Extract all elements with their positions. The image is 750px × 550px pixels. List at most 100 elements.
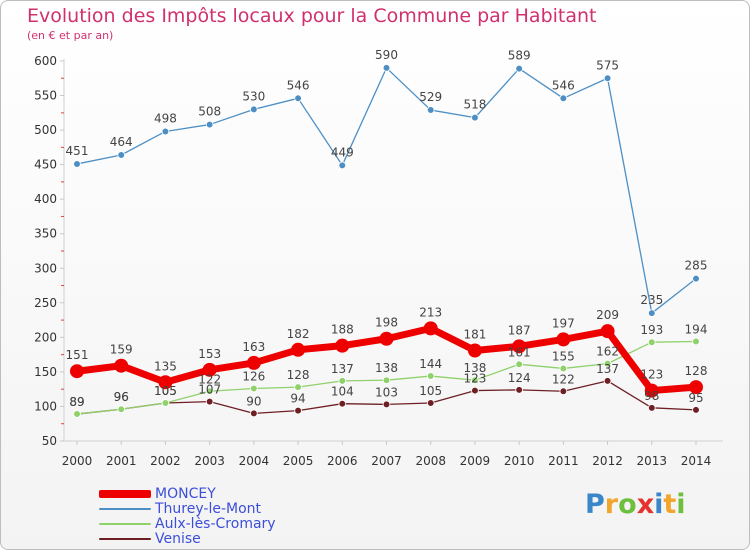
data-point-venise <box>692 406 700 414</box>
data-point-aulx-l-s-cromary <box>471 376 479 385</box>
data-point-moncey <box>70 364 84 379</box>
data-label-moncey: 188 <box>331 323 354 337</box>
data-label-venise: 103 <box>375 385 398 399</box>
data-point-aulx-l-s-cromary <box>117 405 126 414</box>
data-label-aulx-l-s-cromary: 161 <box>508 345 531 359</box>
x-tick-label: 2006 <box>327 454 358 468</box>
data-label-thurey-le-mont: 285 <box>685 259 708 273</box>
series-line-thurey-le-mont <box>76 67 697 314</box>
data-label-aulx-l-s-cromary: 105 <box>154 384 177 398</box>
data-label-venise: 96 <box>114 390 129 404</box>
data-point-thurey-le-mont <box>471 113 479 122</box>
logo-letter: t <box>663 489 677 520</box>
data-point-aulx-l-s-cromary <box>647 338 656 347</box>
data-point-aulx-l-s-cromary <box>426 372 435 380</box>
data-label-moncey: 182 <box>287 327 310 341</box>
logo-letter: i <box>654 489 664 520</box>
data-point-thurey-le-mont <box>382 64 391 72</box>
y-tick-label: 500 <box>34 123 57 137</box>
data-point-venise <box>471 386 479 395</box>
data-label-aulx-l-s-cromary: 137 <box>331 362 354 376</box>
data-label-thurey-le-mont: 546 <box>552 78 575 92</box>
data-point-moncey <box>644 383 659 398</box>
legend-swatch-aulx-les-cromary <box>99 523 151 525</box>
data-point-venise <box>559 387 568 396</box>
data-point-thurey-le-mont <box>692 274 700 283</box>
x-tick-label: 2004 <box>239 454 270 468</box>
data-label-moncey: 151 <box>66 348 89 362</box>
data-point-aulx-l-s-cromary <box>161 399 170 407</box>
data-point-thurey-le-mont <box>250 105 258 114</box>
data-point-aulx-l-s-cromary <box>250 384 258 393</box>
data-point-aulx-l-s-cromary <box>73 410 81 418</box>
y-tick-label: 600 <box>34 54 57 68</box>
data-label-venise: 89 <box>69 395 84 409</box>
data-point-aulx-l-s-cromary <box>515 360 523 369</box>
x-tick-label: 2013 <box>637 454 668 468</box>
data-point-thurey-le-mont <box>647 309 656 317</box>
data-label-thurey-le-mont: 590 <box>375 48 398 62</box>
data-point-moncey <box>202 362 217 377</box>
data-label-moncey: 197 <box>552 316 575 330</box>
logo-letter: P <box>585 489 605 520</box>
data-label-venise: 122 <box>552 372 575 386</box>
data-point-moncey <box>158 375 173 390</box>
x-tick-label: 2010 <box>504 454 535 468</box>
y-tick-label: 100 <box>34 399 57 413</box>
y-tick-label: 200 <box>34 330 57 344</box>
x-tick-label: 2005 <box>283 454 314 468</box>
chart-title: Evolution des Impôts locaux pour la Comm… <box>27 5 597 27</box>
data-point-venise <box>603 377 612 385</box>
legend-label-thurey-le-mont: Thurey-le-Mont <box>155 501 262 517</box>
y-tick-label: 400 <box>34 192 57 206</box>
data-label-venise: 107 <box>198 383 221 397</box>
data-point-moncey <box>556 332 571 347</box>
data-label-moncey: 123 <box>640 368 663 382</box>
data-label-moncey: 209 <box>596 308 619 322</box>
data-label-venise: 98 <box>644 389 659 403</box>
x-tick-label: 2001 <box>106 454 137 468</box>
data-label-moncey: 128 <box>685 364 708 378</box>
data-point-thurey-le-mont <box>338 161 347 170</box>
data-point-thurey-le-mont <box>559 94 568 103</box>
proxiti-logo: Proxiti <box>585 489 686 520</box>
data-label-aulx-l-s-cromary: 96 <box>114 390 129 404</box>
data-point-venise <box>294 406 302 415</box>
data-point-venise <box>382 400 391 409</box>
x-tick-label: 2008 <box>415 454 446 468</box>
data-point-aulx-l-s-cromary <box>294 383 302 391</box>
data-point-thurey-le-mont <box>603 74 612 83</box>
x-tick-label: 2009 <box>460 454 491 468</box>
data-point-moncey <box>467 343 482 358</box>
data-label-thurey-le-mont: 530 <box>242 89 265 103</box>
data-label-aulx-l-s-cromary: 89 <box>69 395 84 409</box>
legend-swatch-venise <box>99 538 151 540</box>
data-label-venise: 105 <box>154 384 177 398</box>
data-label-aulx-l-s-cromary: 155 <box>552 349 575 363</box>
data-label-aulx-l-s-cromary: 128 <box>287 368 310 382</box>
data-label-moncey: 213 <box>419 305 442 319</box>
x-tick-label: 2007 <box>371 454 402 468</box>
data-label-thurey-le-mont: 235 <box>640 293 663 307</box>
data-point-moncey <box>512 339 527 354</box>
data-label-thurey-le-mont: 529 <box>419 90 442 104</box>
data-label-aulx-l-s-cromary: 162 <box>596 345 619 359</box>
x-tick-label: 2002 <box>150 454 181 468</box>
data-point-moncey <box>689 380 703 395</box>
logo-letter: r <box>604 489 619 520</box>
data-point-moncey <box>379 331 394 346</box>
data-point-aulx-l-s-cromary <box>205 387 214 396</box>
legend-swatch-thurey-le-mont <box>99 508 151 510</box>
data-point-moncey <box>246 355 261 370</box>
data-point-aulx-l-s-cromary <box>559 364 568 373</box>
data-label-thurey-le-mont: 575 <box>596 58 619 72</box>
legend-label-venise: Venise <box>155 531 201 547</box>
legend-label-moncey: MONCEY <box>155 486 216 502</box>
data-label-moncey: 187 <box>508 323 531 337</box>
data-point-venise <box>205 397 214 406</box>
y-tick-label: 250 <box>34 296 57 310</box>
y-tick-label: 350 <box>34 227 57 241</box>
data-label-aulx-l-s-cromary: 144 <box>419 357 442 371</box>
data-label-moncey: 159 <box>110 343 133 357</box>
